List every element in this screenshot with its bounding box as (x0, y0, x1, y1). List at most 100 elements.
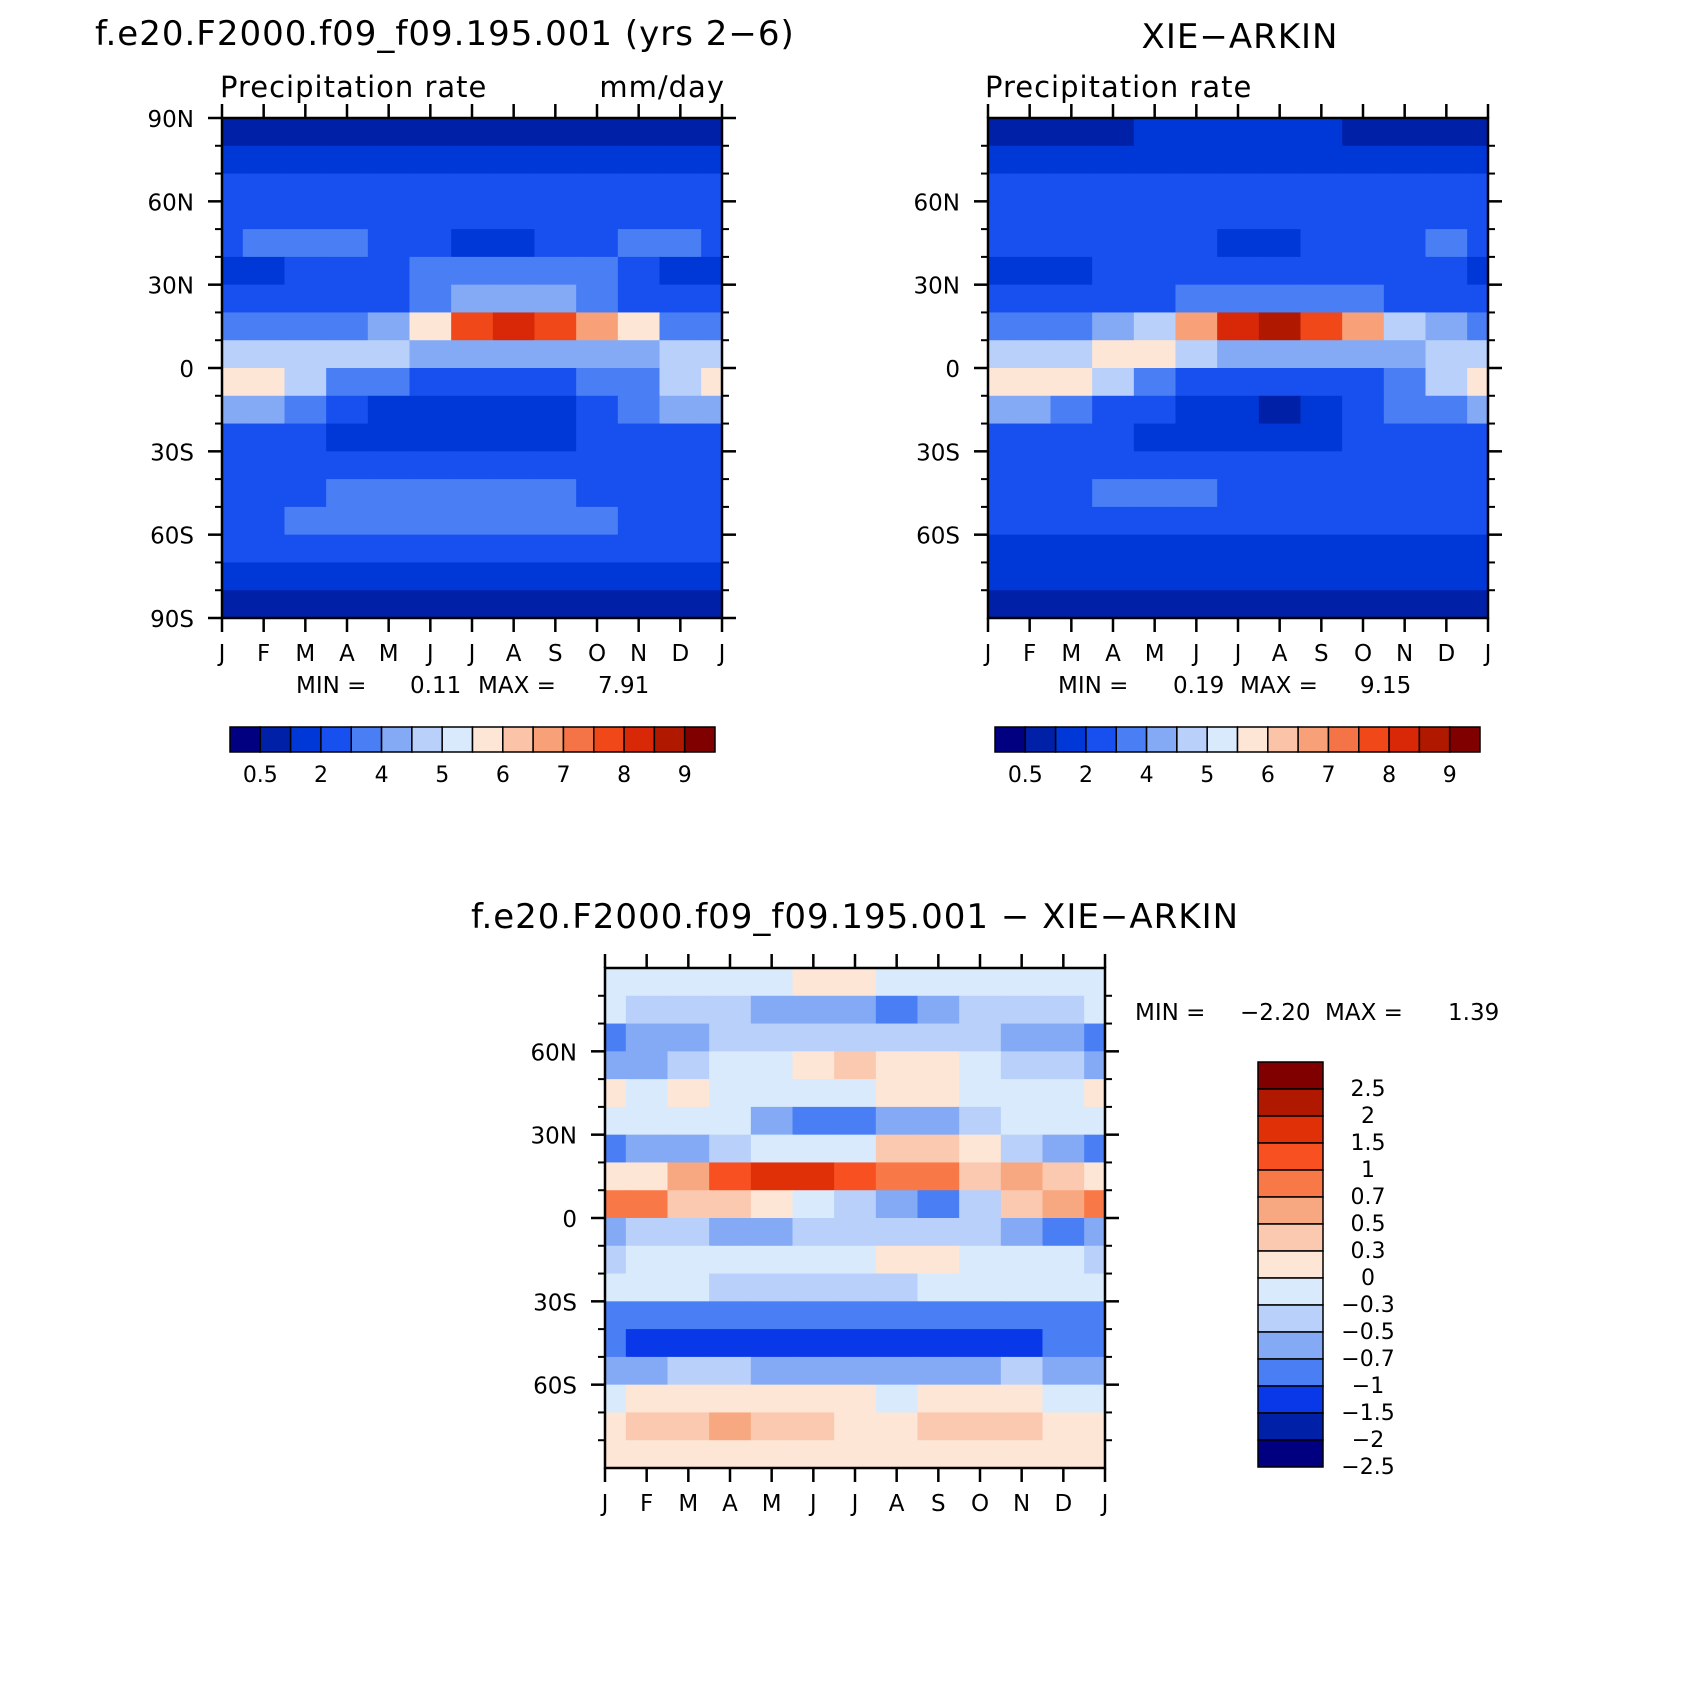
heatmap-cell (1425, 229, 1468, 258)
heatmap-cell (959, 1162, 1002, 1191)
heatmap-cell (959, 1384, 1002, 1414)
heatmap-cell (534, 479, 577, 508)
heatmap-cell (1342, 590, 1385, 619)
heatmap-cell (367, 340, 411, 369)
heatmap-cell (451, 201, 494, 230)
heatmap-cell (917, 1162, 960, 1191)
heatmap-cell (284, 479, 327, 508)
heatmap-cell (1050, 201, 1093, 230)
heatmap-cell (326, 451, 369, 480)
heatmap-cell (617, 479, 661, 508)
heatmap-cell (492, 229, 536, 258)
colorbar-label: 1 (1361, 1158, 1375, 1183)
x-tick-label: F (1023, 641, 1036, 667)
heatmap-cell (1042, 1162, 1085, 1191)
colorbar-label: 6 (496, 763, 510, 788)
heatmap-cell (367, 479, 411, 508)
panel-obs-max-value: 9.15 (1360, 673, 1411, 699)
heatmap-cell (1133, 423, 1177, 452)
heatmap-cell (750, 1106, 794, 1136)
heatmap-cell (750, 1051, 794, 1080)
heatmap-cells (222, 118, 723, 619)
heatmap-cell (242, 562, 286, 591)
heatmap-cell (917, 995, 960, 1025)
heatmap-cell (492, 479, 536, 508)
heatmap-cell (1000, 1245, 1044, 1275)
heatmap-cell (1300, 479, 1343, 508)
colorbar-box (350, 726, 383, 753)
heatmap-cell (1342, 368, 1385, 397)
colorbar-box (471, 726, 504, 753)
heatmap-cell (701, 506, 723, 536)
heatmap-cell (1050, 534, 1093, 564)
heatmap-cell (988, 562, 1010, 591)
heatmap-cell (709, 1023, 752, 1052)
heatmap-cell (1133, 451, 1177, 480)
heatmap-cell (605, 968, 627, 997)
heatmap-cell (534, 145, 577, 175)
colorbar-box (562, 726, 595, 753)
heatmap-cell (701, 201, 723, 230)
heatmap-cell (1133, 201, 1177, 230)
x-tick-label: J (1233, 641, 1242, 667)
heatmap-cell (1000, 995, 1044, 1025)
heatmap-cell (284, 229, 327, 258)
heatmap-cell (917, 1412, 960, 1441)
heatmap-cell (605, 1051, 627, 1080)
heatmap-cell (222, 145, 244, 175)
panel-obs-colorbar: 0.5 2 4 5 6 7 8 9 (994, 726, 1481, 788)
heatmap-cell (326, 506, 369, 536)
colorbar-label: 9 (1443, 763, 1457, 788)
heatmap-cell (917, 1134, 960, 1164)
heatmap-cell (576, 340, 619, 369)
heatmap-cell (1175, 229, 1218, 258)
y-tick-label: 0 (945, 357, 960, 383)
heatmap-cell (1300, 201, 1343, 230)
heatmap-cell (709, 1245, 752, 1275)
heatmap-cell (875, 1412, 919, 1441)
heatmap-cell (409, 590, 452, 619)
heatmap-cell (1000, 1273, 1044, 1302)
heatmap-cell (834, 968, 877, 997)
heatmap-cell (1467, 256, 1489, 286)
colorbar-box (1267, 726, 1299, 753)
heatmap-cell (709, 1329, 752, 1358)
colorbar-box (1257, 1223, 1324, 1252)
heatmap-cell (1133, 395, 1177, 425)
heatmap-cell (709, 1134, 752, 1164)
y-tick-label: 0 (562, 1207, 577, 1233)
heatmap-cell (576, 451, 619, 480)
heatmap-cell (534, 451, 577, 480)
heatmap-cell (875, 1079, 919, 1108)
heatmap-cell (1467, 395, 1489, 425)
colorbar-box (320, 726, 352, 753)
colorbar-box (1176, 726, 1208, 753)
heatmap-cell (667, 1162, 710, 1191)
heatmap-cell (709, 968, 752, 997)
heatmap-cell (875, 1023, 919, 1052)
heatmap-cell (701, 229, 723, 258)
heatmap-cell (1425, 451, 1468, 480)
heatmap-cell (917, 1051, 960, 1080)
heatmap-cell (625, 1134, 669, 1164)
heatmap-cell (1175, 368, 1218, 397)
heatmap-cell (701, 284, 723, 314)
heatmap-cell (792, 1245, 835, 1275)
colorbar-label: 4 (1140, 763, 1154, 788)
colorbar-label: 7 (556, 763, 570, 788)
heatmap-cell (1300, 451, 1343, 480)
heatmap-cell (1092, 118, 1135, 147)
x-tick-label: M (379, 641, 399, 667)
heatmap-cell (1042, 1440, 1085, 1469)
heatmap-cell (667, 1440, 710, 1469)
heatmap-cell (1383, 256, 1427, 286)
heatmap-cell (701, 534, 723, 564)
heatmap-cell (222, 562, 244, 591)
heatmap-cell (1217, 506, 1260, 536)
y-tick-label: 90N (148, 107, 194, 133)
colorbar-label: 2 (1361, 1104, 1375, 1129)
heatmap-cell (709, 1301, 752, 1330)
heatmap-cell (409, 534, 452, 564)
